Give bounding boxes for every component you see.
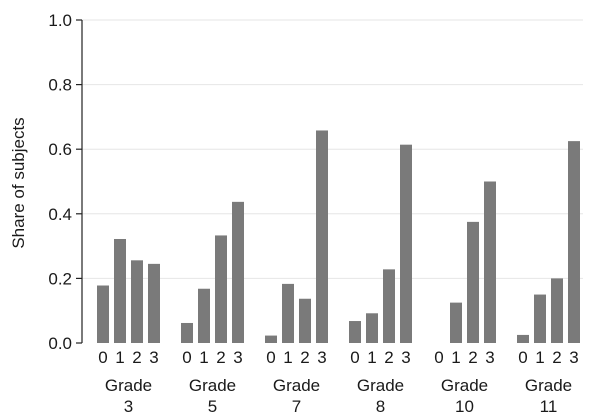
x-subcategory-label: 1 (115, 348, 124, 367)
bar (198, 288, 210, 343)
y-tick-label: 0.8 (48, 76, 72, 95)
y-tick-label: 0.4 (48, 205, 72, 224)
x-group-label: Grade (189, 376, 236, 395)
x-subcategory-label: 2 (216, 348, 225, 367)
x-group-number: 11 (540, 397, 558, 416)
x-subcategory-label: 1 (451, 348, 460, 367)
bar (181, 322, 193, 343)
x-subcategory-label: 1 (199, 348, 208, 367)
axis-layer (76, 19, 83, 344)
bar (131, 260, 143, 343)
x-subcategory-label: 2 (384, 348, 393, 367)
bar (282, 283, 294, 343)
x-subcategory-label: 0 (182, 348, 191, 367)
x-subcategory-label: 3 (233, 348, 242, 367)
x-subcategory-label: 1 (283, 348, 292, 367)
x-subcategory-label: 0 (434, 348, 443, 367)
x-subcategory-label: 3 (401, 348, 410, 367)
x-group-label: Grade (273, 376, 320, 395)
x-group-label: Grade (525, 376, 572, 395)
bar (467, 221, 479, 343)
bar (265, 335, 277, 343)
bar (484, 181, 496, 343)
y-tick-label: 0.6 (48, 140, 72, 159)
bar (383, 269, 395, 343)
y-tick-label: 1.0 (48, 11, 72, 30)
x-group-number: 5 (208, 397, 217, 416)
bar (97, 285, 109, 343)
bar (215, 235, 227, 343)
x-subcategory-label: 2 (552, 348, 561, 367)
x-subcategory-label: 3 (485, 348, 494, 367)
x-group-label: Grade (441, 376, 488, 395)
x-subcategory-label: 3 (149, 348, 158, 367)
x-group-number: 3 (124, 397, 133, 416)
x-group-label: Grade (105, 376, 152, 395)
bar (568, 141, 580, 343)
x-subcategory-label: 0 (518, 348, 527, 367)
x-subcategory-label: 1 (367, 348, 376, 367)
x-subcategory-label: 0 (98, 348, 107, 367)
y-tick-label: 0.0 (48, 334, 72, 353)
x-subcategory-label: 0 (350, 348, 359, 367)
bar (551, 278, 563, 343)
bar (148, 263, 160, 343)
x-subcategory-label: 2 (300, 348, 309, 367)
bar (232, 201, 244, 343)
bar (316, 130, 328, 343)
bar-layer (97, 130, 580, 343)
bar (534, 294, 546, 343)
x-subcategory-label: 2 (468, 348, 477, 367)
bar (517, 334, 529, 343)
y-tick-label: 0.2 (48, 269, 72, 288)
x-group-number: 8 (376, 397, 385, 416)
x-subcategory-label: 3 (317, 348, 326, 367)
x-subcategory-label: 1 (535, 348, 544, 367)
grid-layer (82, 19, 583, 279)
x-subcategory-label: 0 (266, 348, 275, 367)
bar (400, 144, 412, 343)
x-group-number: 7 (292, 397, 301, 416)
bar (114, 238, 126, 343)
x-group-number: 10 (455, 397, 474, 416)
y-axis-title: Share of subjects (9, 117, 28, 248)
bar (299, 298, 311, 343)
bar (450, 302, 462, 343)
x-group-label: Grade (357, 376, 404, 395)
bar (349, 321, 361, 343)
bar (366, 313, 378, 343)
x-subcategory-label: 3 (569, 348, 578, 367)
x-subcategory-label: 2 (132, 348, 141, 367)
